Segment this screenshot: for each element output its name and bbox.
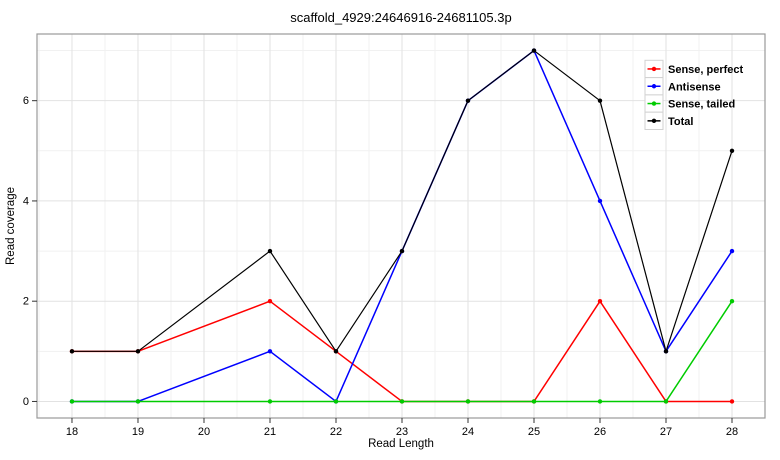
legend-swatch-dot xyxy=(651,66,657,72)
y-tick-label: 2 xyxy=(23,296,29,308)
legend-label: Total xyxy=(668,116,693,128)
legend: Sense, perfect Antisense Sense, tailed Tota… xyxy=(644,59,744,130)
data-point-total xyxy=(597,98,603,103)
data-point-sense-tailed xyxy=(597,399,603,404)
legend-label: Antisense xyxy=(668,81,721,93)
axis-ticks xyxy=(32,100,733,423)
x-tick-label: 20 xyxy=(198,426,210,438)
legend-entry-antisense: Antisense xyxy=(644,77,721,96)
data-point-sense-tailed xyxy=(267,399,273,404)
chart-title: scaffold_4929:24646916-24681105.3p xyxy=(290,10,511,25)
legend-entry-sense-tailed: Sense, tailed xyxy=(644,94,735,113)
data-point-total xyxy=(729,148,735,154)
legend-swatch-dot xyxy=(651,118,657,124)
data-point-total xyxy=(465,98,471,103)
series-total xyxy=(69,48,735,354)
data-point-total xyxy=(399,248,405,254)
legend-swatch-dot xyxy=(651,101,657,106)
data-point-sense-tailed xyxy=(729,298,735,304)
x-tick-label: 18 xyxy=(66,426,78,438)
y-tick-label: 0 xyxy=(23,396,29,408)
data-point-sense-perfect xyxy=(597,298,603,304)
x-axis-label: Read Length xyxy=(368,438,434,450)
data-point-total xyxy=(531,48,537,53)
y-tick-label: 4 xyxy=(23,195,29,207)
data-point-total xyxy=(333,349,339,354)
y-tick-label: 6 xyxy=(23,95,29,107)
legend-label: Sense, tailed xyxy=(668,99,735,111)
y-axis-label: Read coverage xyxy=(5,187,17,265)
data-point-antisense xyxy=(729,248,735,254)
x-tick-label: 21 xyxy=(264,426,276,438)
x-tick-label: 25 xyxy=(528,426,540,438)
data-point-sense-tailed xyxy=(69,399,75,404)
data-point-sense-tailed xyxy=(663,399,669,404)
x-tick-label: 26 xyxy=(594,426,606,438)
data-point-sense-tailed xyxy=(135,399,141,404)
data-point-sense-tailed xyxy=(465,399,471,404)
data-point-antisense xyxy=(267,349,273,354)
data-point-sense-perfect xyxy=(729,399,735,404)
data-point-sense-tailed xyxy=(333,399,339,404)
plot-panel xyxy=(37,34,765,418)
x-tick-label: 22 xyxy=(330,426,342,438)
data-point-antisense xyxy=(597,198,603,204)
legend-label: Sense, perfect xyxy=(668,64,744,76)
data-point-sense-tailed xyxy=(399,399,405,404)
series-sense-tailed xyxy=(69,298,735,404)
x-tick-label: 28 xyxy=(726,426,738,438)
data-point-sense-perfect xyxy=(267,298,273,304)
panel-border xyxy=(36,33,766,419)
legend-swatch-dot xyxy=(651,84,657,89)
data-point-total xyxy=(135,349,141,354)
data-point-total xyxy=(69,349,75,354)
data-point-total xyxy=(267,248,273,254)
data-point-sense-tailed xyxy=(531,399,537,404)
legend-entry-total: Total xyxy=(644,111,693,130)
x-tick-label: 19 xyxy=(132,426,144,438)
x-tick-label: 24 xyxy=(462,426,474,438)
x-tick-label: 27 xyxy=(660,426,672,438)
series-line-total xyxy=(71,49,733,352)
data-point-total xyxy=(663,349,669,354)
x-tick-label: 23 xyxy=(396,426,408,438)
series-line-sense-tailed xyxy=(71,300,733,403)
